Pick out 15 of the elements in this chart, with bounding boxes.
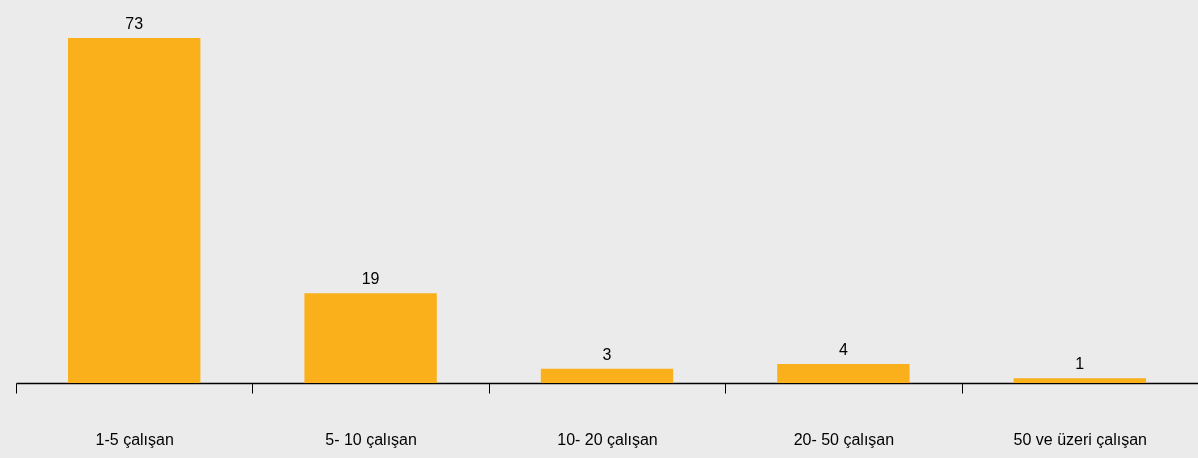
x-tick-label: 20- 50 çalışan (793, 430, 895, 448)
bar (304, 293, 437, 383)
data-label: 19 (361, 270, 380, 288)
data-label: 3 (602, 345, 612, 363)
x-tick-label: 5- 10 çalışan (325, 430, 417, 448)
x-tick-label: 10- 20 çalışan (557, 430, 658, 448)
data-label: 73 (125, 15, 144, 32)
data-label: 1 (1075, 355, 1085, 373)
x-tick-label: 1-5 çalışan (95, 430, 174, 448)
bar (1013, 378, 1146, 383)
data-label: 4 (838, 341, 848, 359)
bar (68, 38, 201, 383)
x-tick-label: 50 ve üzeri çalışan (1013, 430, 1147, 448)
bar (777, 364, 910, 383)
bar (540, 368, 674, 383)
